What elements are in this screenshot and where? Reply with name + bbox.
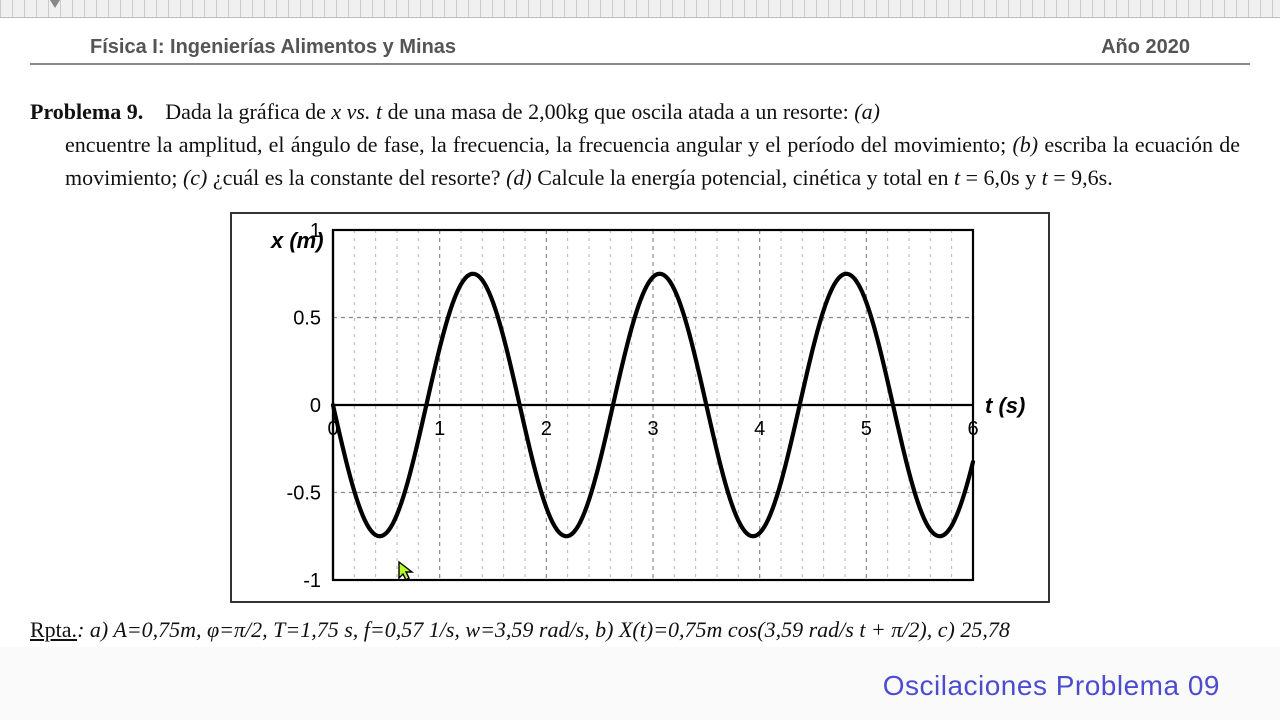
svg-text:0: 0: [327, 418, 338, 440]
ruler-top: [0, 0, 1280, 18]
p-a: (a): [854, 99, 880, 124]
p-pa: encuentre la amplitud, el ángulo de fase…: [65, 132, 1012, 157]
p-t2v: = 9,6s.: [1048, 165, 1113, 190]
svg-text:-0.5: -0.5: [287, 483, 321, 505]
svg-text:6: 6: [967, 418, 978, 440]
p-xvst: x vs. t: [331, 99, 382, 124]
p-pc: ¿cuál es la constante del resorte?: [207, 165, 506, 190]
page-header: Física I: Ingenierías Alimentos y Minas …: [30, 36, 1250, 65]
header-left: Física I: Ingenierías Alimentos y Minas: [90, 36, 456, 59]
p-d: (d): [506, 165, 532, 190]
svg-text:0: 0: [310, 395, 321, 417]
document-page: Física I: Ingenierías Alimentos y Minas …: [0, 18, 1280, 647]
svg-text:3: 3: [647, 418, 658, 440]
svg-text:x (m): x (m): [270, 228, 324, 253]
header-right: Año 2020: [1101, 36, 1190, 59]
p-pd: Calcule la energía potencial, cinética y…: [532, 165, 954, 190]
video-overlay-title: Oscilaciones Problema 09: [883, 670, 1220, 702]
p-p1: Dada la gráfica de: [165, 99, 331, 124]
p-b: (b): [1012, 132, 1038, 157]
svg-text:5: 5: [861, 418, 872, 440]
chart-container: -1-0.500.510123456x (m)t (s): [230, 212, 1050, 603]
answer-line: Rpta.: a) A=0,75m, φ=π/2, T=1,75 s, f=0,…: [30, 611, 1250, 643]
problem-statement: Problema 9. Dada la gráfica de x vs. t d…: [30, 95, 1250, 194]
answer-rest: : a) A=0,75m, φ=π/2, T=1,75 s, f=0,57 1/…: [77, 617, 1010, 642]
svg-text:t (s): t (s): [985, 393, 1025, 418]
svg-text:0.5: 0.5: [293, 308, 321, 330]
answer-prefix: Rpta.: [30, 617, 77, 642]
svg-text:-1: -1: [303, 570, 321, 590]
p-p2: de una masa de 2,00kg que oscila atada a…: [382, 99, 854, 124]
problem-label: Problema 9.: [30, 99, 143, 124]
svg-text:2: 2: [541, 418, 552, 440]
p-t1v: = 6,0s y: [960, 165, 1041, 190]
oscillation-chart: -1-0.500.510123456x (m)t (s): [238, 220, 1038, 590]
mouse-cursor-icon: [397, 560, 417, 582]
p-c: (c): [183, 165, 207, 190]
svg-text:4: 4: [754, 418, 765, 440]
svg-text:1: 1: [434, 418, 445, 440]
